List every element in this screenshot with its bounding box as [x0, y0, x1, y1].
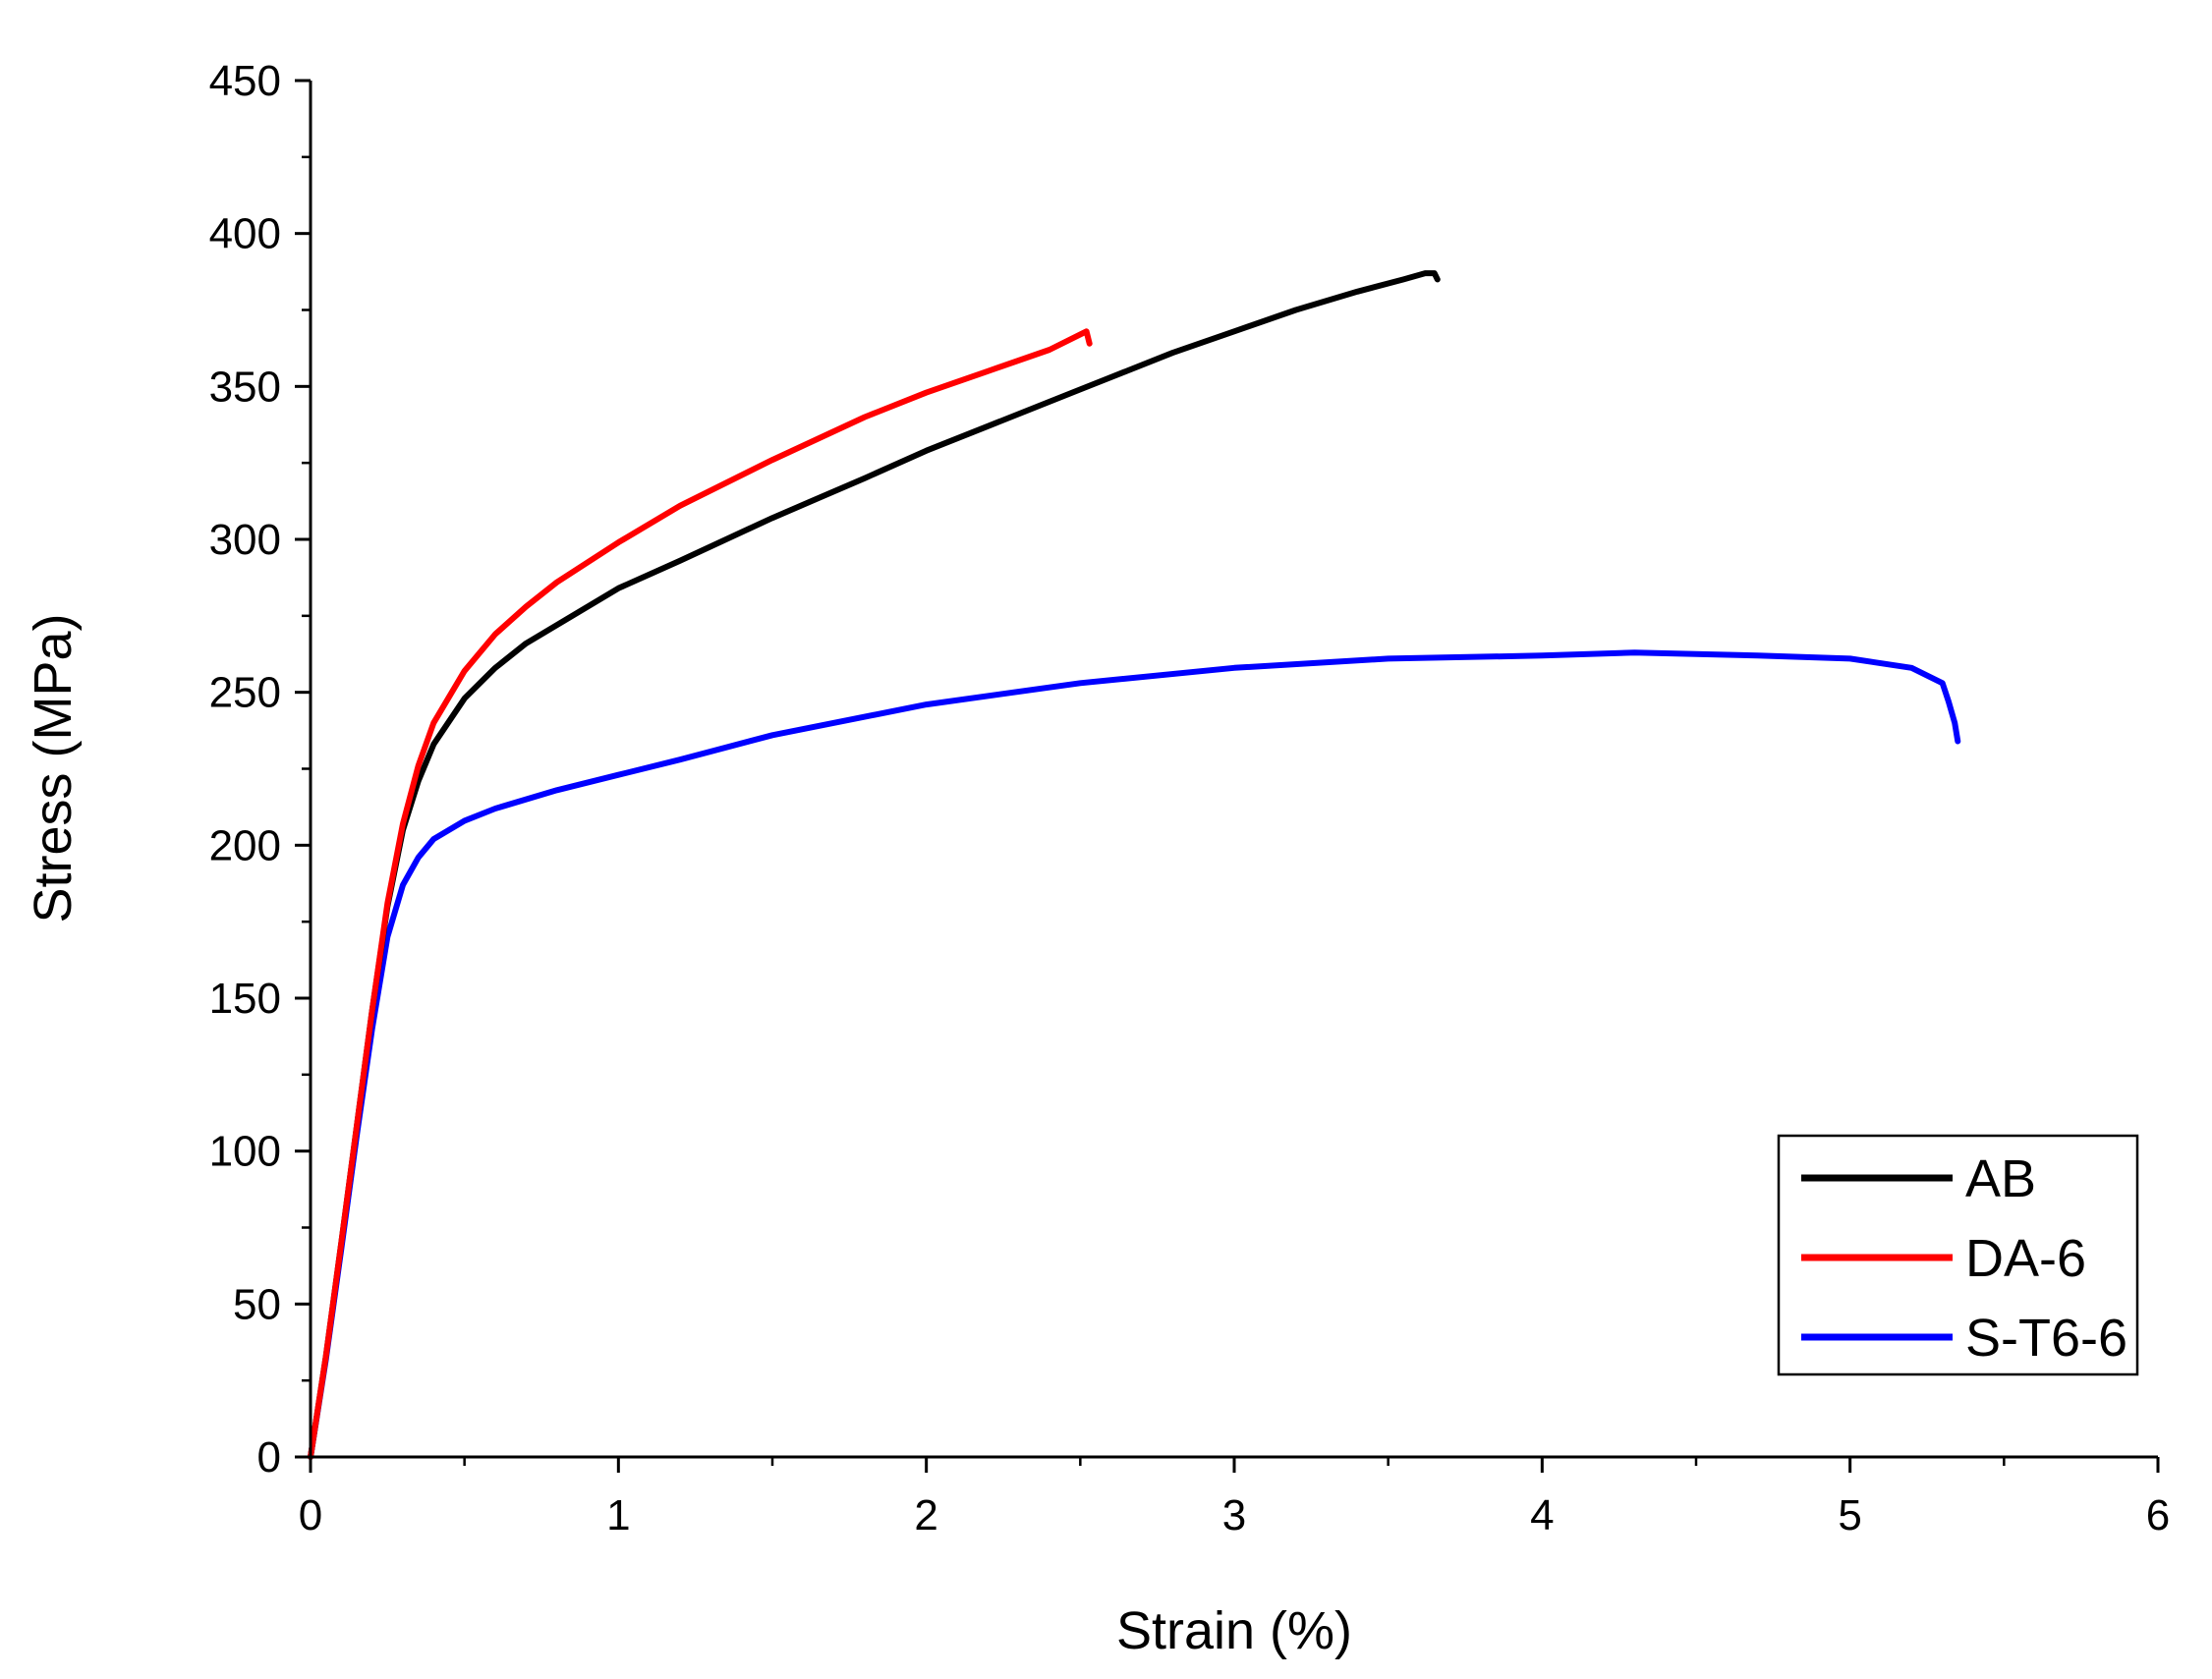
- y-tick-label: 300: [209, 516, 281, 564]
- legend-label-da-6: DA-6: [1965, 1229, 2086, 1288]
- x-tick-label: 4: [1530, 1491, 1554, 1539]
- x-tick-label: 0: [299, 1491, 322, 1539]
- legend: AB DA-6 S-T6-6: [1777, 1134, 2139, 1376]
- y-tick-label: 100: [209, 1128, 281, 1176]
- x-tick-label: 2: [914, 1491, 937, 1539]
- y-tick-label: 450: [209, 57, 281, 105]
- axes: 0 50 100 150 200 250 300 350 400 450 0 1 2 3 4 5 6: [209, 57, 2171, 1539]
- x-tick-label: 6: [2146, 1491, 2170, 1539]
- series-layer: [308, 270, 1961, 1460]
- x-tick-label: 3: [1222, 1491, 1246, 1539]
- y-tick-label: 50: [233, 1280, 281, 1328]
- x-tick-label: 1: [606, 1491, 630, 1539]
- y-ticks: 0 50 100 150 200 250 300 350 400 450: [209, 57, 311, 1482]
- y-tick-label: 150: [209, 975, 281, 1023]
- x-ticks: 0 1 2 3 4 5 6: [299, 1457, 2170, 1539]
- series-line-s-t6-6: [308, 649, 1961, 1460]
- legend-label-ab: AB: [1965, 1149, 2036, 1208]
- y-axis-title: Stress (MPa): [24, 613, 83, 923]
- y-tick-label: 250: [209, 669, 281, 717]
- legend-label-s-t6-6: S-T6-6: [1965, 1309, 2127, 1368]
- x-axis-title: Strain (%): [1116, 1601, 1352, 1660]
- y-tick-label: 400: [209, 210, 281, 258]
- legend-entries: AB DA-6 S-T6-6: [1801, 1149, 2127, 1368]
- y-tick-label: 350: [209, 363, 281, 411]
- y-tick-label: 200: [209, 821, 281, 869]
- y-tick-label: 0: [257, 1433, 281, 1482]
- x-tick-label: 5: [1838, 1491, 1861, 1539]
- series-line-da-6: [308, 328, 1093, 1460]
